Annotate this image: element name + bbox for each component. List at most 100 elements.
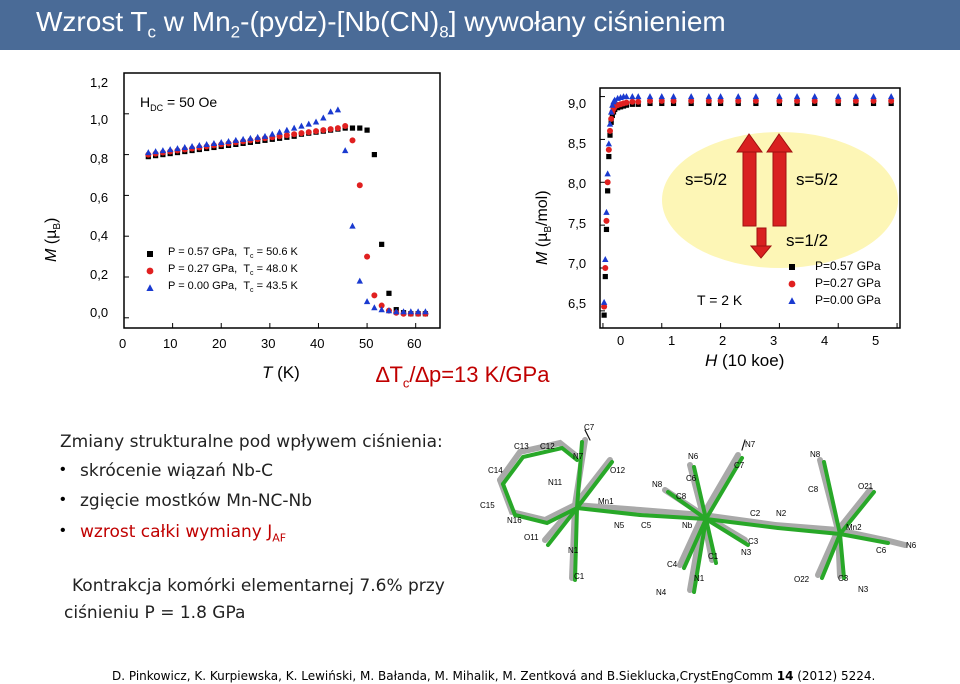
title-bar — [0, 0, 960, 50]
data-point-circle — [605, 146, 612, 153]
data-point-triangle — [776, 93, 783, 100]
spin-arrow-up-left-icon — [742, 147, 757, 227]
atom-label: N3 — [741, 548, 752, 557]
atom-label: N16 — [507, 516, 522, 525]
data-point-circle — [356, 182, 363, 189]
atom-label: C5 — [641, 521, 652, 530]
data-point-triangle — [635, 93, 642, 100]
data-point-triangle — [604, 170, 611, 177]
data-point-triangle — [298, 122, 305, 129]
atom-label: C3 — [838, 574, 849, 583]
data-point-square — [608, 119, 614, 125]
crystal-structure-diagram — [497, 429, 908, 594]
data-point-circle — [717, 97, 724, 104]
data-point-circle — [298, 130, 305, 137]
chart2-legend-2: P=0.27 GPa — [815, 276, 881, 290]
spin-label-left: s=5/2 — [685, 170, 728, 189]
data-point-square — [371, 152, 377, 158]
data-point-circle — [342, 123, 349, 130]
contraction-line-1: Kontrakcja komórki elementarnej 7.6% prz… — [72, 576, 445, 596]
chart1-xtick-20: 20 — [212, 336, 227, 351]
atom-label: C3 — [748, 537, 759, 546]
data-point-triangle — [600, 298, 608, 305]
data-point-triangle — [811, 93, 818, 100]
data-point-triangle — [717, 93, 724, 100]
structural-changes-heading: Zmiany strukturalne pod wpływem ciśnieni… — [60, 432, 443, 452]
data-point-square — [603, 226, 610, 233]
atom-label: O12 — [610, 466, 626, 475]
data-point-square — [609, 112, 615, 119]
atom-label: C14 — [488, 466, 503, 475]
data-point-circle — [811, 97, 818, 104]
chart1-xtick-30: 30 — [261, 336, 276, 351]
chart1-xtick-60: 60 — [407, 336, 422, 351]
chart2-xtick-2: 2 — [719, 333, 727, 348]
data-point-circle — [602, 265, 609, 271]
data-point-triangle — [174, 145, 181, 152]
atom-label: C1 — [574, 572, 585, 581]
data-point-triangle — [254, 133, 261, 140]
data-point-circle — [291, 131, 298, 138]
data-point-square — [379, 241, 385, 247]
data-point-triangle — [239, 135, 247, 142]
chart2-xtick-1: 1 — [668, 333, 676, 348]
atom-label: O21 — [858, 482, 874, 491]
data-point-square — [364, 127, 370, 133]
legend-marker-triangle — [146, 284, 154, 291]
atom-label: C4 — [667, 560, 678, 569]
atom-label: N7 — [745, 440, 756, 449]
atom-label: C12 — [540, 442, 555, 451]
data-point-circle — [320, 127, 327, 134]
data-point-triangle — [670, 93, 677, 100]
data-point-triangle — [793, 93, 801, 100]
data-point-circle — [378, 302, 385, 309]
bullet-dot-3: • — [60, 522, 66, 539]
chart1-frame — [123, 72, 441, 329]
data-point-circle — [629, 98, 636, 105]
data-point-circle — [658, 97, 665, 104]
data-point-triangle — [363, 298, 371, 305]
atom-label: N6 — [688, 452, 699, 461]
chart2-legend-1: P=0.57 GPa — [815, 259, 881, 273]
data-point-circle — [364, 253, 371, 260]
chart1-xlabel: T (K) — [262, 363, 300, 382]
data-point-circle — [313, 128, 320, 135]
chart2-xtick-0: 0 — [617, 333, 625, 348]
data-point-triangle — [422, 308, 429, 315]
data-point-circle — [705, 97, 712, 104]
atom-label: N4 — [656, 588, 667, 597]
chart1-xtick-10: 10 — [163, 336, 178, 351]
chart1-xtick-0: 0 — [119, 336, 127, 351]
data-point-circle — [870, 97, 877, 104]
atom-label: C6 — [686, 474, 697, 483]
data-point-circle — [327, 126, 334, 133]
legend-marker-circle — [146, 267, 154, 275]
data-point-triangle — [393, 308, 400, 315]
data-point-triangle — [269, 130, 276, 137]
data-point-triangle — [188, 143, 196, 150]
bullet-item-2: zgięcie mostków Mn-NC-Nb — [80, 491, 313, 511]
bullet-item-1: skrócenie wiązań Nb-C — [80, 461, 273, 481]
atom-label: Mn1 — [598, 497, 614, 506]
data-point-square — [386, 290, 392, 296]
atom-label: C7 — [584, 423, 595, 432]
atom-label: C2 — [750, 509, 761, 518]
data-point-triangle — [181, 144, 188, 151]
spin-label-right: s=5/2 — [796, 170, 839, 189]
data-point-triangle — [602, 256, 609, 263]
data-point-triangle — [371, 304, 378, 311]
data-point-circle — [888, 97, 895, 104]
data-point-triangle — [290, 124, 298, 131]
atom-label: C8 — [808, 485, 819, 494]
data-point-circle — [688, 97, 695, 104]
atom-label: N5 — [614, 521, 625, 530]
chart1-ytick-5: 0,4 — [90, 228, 109, 243]
bullet-dot-2: • — [60, 491, 66, 508]
data-point-triangle — [283, 126, 291, 133]
chart1-field-annotation: HDC = 50 Oe — [140, 94, 218, 113]
chart2-temperature-annotation: T = 2 K — [697, 292, 743, 308]
chart2-xtick-4: 4 — [821, 333, 829, 348]
chart2-points — [600, 93, 895, 318]
data-point-triangle — [159, 147, 167, 154]
chart2-ytick-65: 6,5 — [568, 296, 587, 311]
